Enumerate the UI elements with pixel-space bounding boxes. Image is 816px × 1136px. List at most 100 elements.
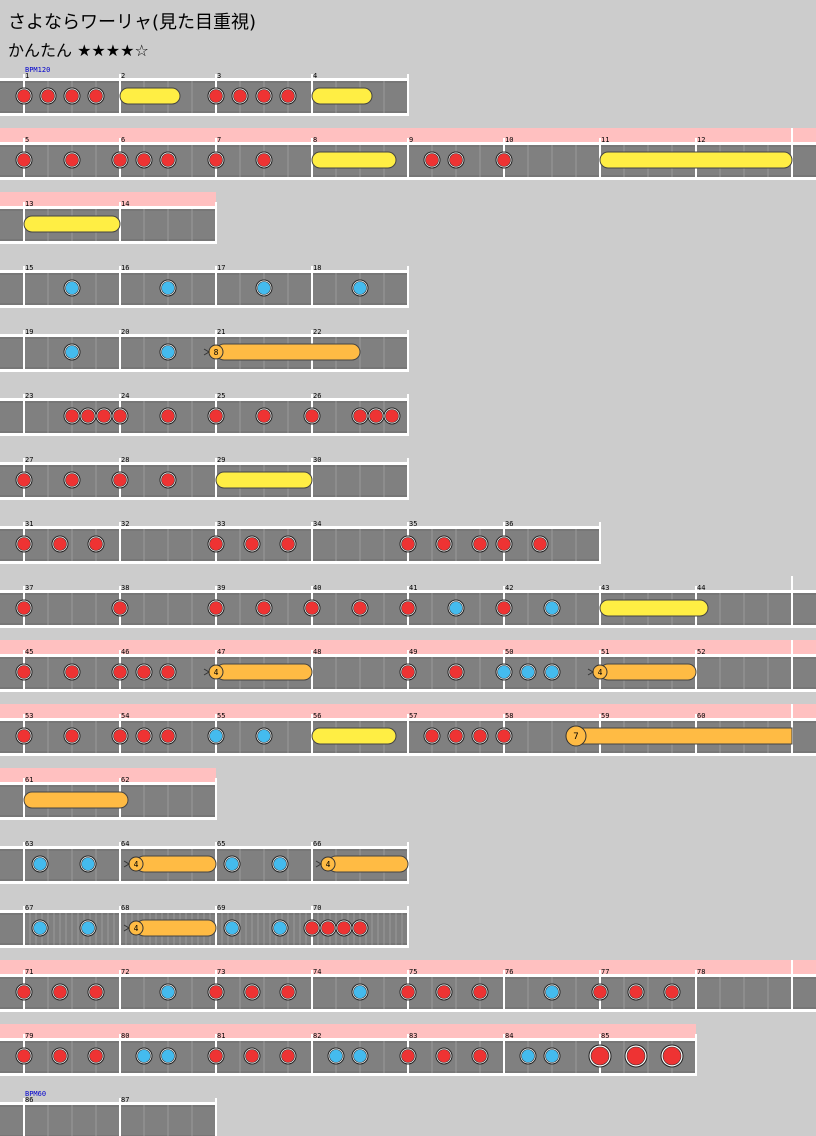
bar-number: 66 <box>313 840 321 848</box>
don-note-face <box>449 153 463 167</box>
don-note-face <box>401 985 415 999</box>
bar-number: 17 <box>217 264 225 272</box>
bar-number: 51 <box>601 648 609 656</box>
balloon-bar <box>599 663 697 681</box>
lane-top-border <box>0 846 408 849</box>
lane-bottom-border <box>0 433 408 436</box>
bar-number: 62 <box>121 776 129 784</box>
balloon-bar <box>215 343 361 361</box>
don-note-face <box>425 729 439 743</box>
bar-number: 76 <box>505 968 513 976</box>
lane-top-border <box>0 334 408 337</box>
bar-number: 75 <box>409 968 417 976</box>
don-note-face <box>353 409 367 423</box>
ka-note-face <box>137 1049 151 1063</box>
bar-number: 77 <box>601 968 609 976</box>
don-note-face <box>473 729 487 743</box>
drumroll-bar <box>311 727 397 745</box>
bar-number: 20 <box>121 328 129 336</box>
ka-note-face <box>521 1049 535 1063</box>
don-note-face <box>41 89 55 103</box>
don-note-face <box>437 985 451 999</box>
bar-number: 30 <box>313 456 321 464</box>
ka-note-face <box>449 601 463 615</box>
don-note-face <box>89 89 103 103</box>
don-note-face <box>209 89 223 103</box>
balloon-bar <box>327 855 409 873</box>
don-note-face <box>113 665 127 679</box>
don-note-face <box>161 729 175 743</box>
balloon-count: 4 <box>598 668 603 677</box>
bar-number: 60 <box>697 712 705 720</box>
ka-note-face <box>161 1049 175 1063</box>
ka-note-face <box>65 345 79 359</box>
bar-number: 78 <box>697 968 705 976</box>
lane-bottom-border <box>0 113 408 116</box>
don-note-face <box>209 1049 223 1063</box>
balloon-count: 4 <box>134 860 139 869</box>
bar-number: 44 <box>697 584 705 592</box>
bar-number: 54 <box>121 712 129 720</box>
don-note-face <box>65 409 79 423</box>
score-row-1 <box>0 74 409 116</box>
ka-note-face <box>353 985 367 999</box>
lane-bottom-border <box>0 1073 696 1076</box>
ka-note-face <box>33 857 47 871</box>
score-row-15 <box>0 960 816 1012</box>
score-row-9 <box>0 576 816 628</box>
lane-top-border <box>0 398 408 401</box>
balloon-bar <box>135 855 217 873</box>
ka-note-face <box>65 281 79 295</box>
don-note-face <box>113 473 127 487</box>
ka-note-face <box>353 1049 367 1063</box>
ka-note-face <box>545 665 559 679</box>
bar-number: 36 <box>505 520 513 528</box>
bar-number: 79 <box>25 1032 33 1040</box>
lane-top-border <box>0 910 408 913</box>
ka-note-face <box>329 1049 343 1063</box>
ka-note-face <box>209 729 223 743</box>
don-note-face <box>17 473 31 487</box>
lane-bottom-border <box>0 561 600 564</box>
don-note-face <box>473 1049 487 1063</box>
ka-note-face <box>161 281 175 295</box>
big-don-note-face <box>626 1046 646 1066</box>
bar-number: 87 <box>121 1096 129 1104</box>
don-note-face <box>65 729 79 743</box>
bar-number: 28 <box>121 456 129 464</box>
bar-number: 13 <box>25 200 33 208</box>
bar-number: 22 <box>313 328 321 336</box>
score-row-6 <box>0 394 409 436</box>
bar-number: 57 <box>409 712 417 720</box>
don-note-face <box>281 1049 295 1063</box>
bar-number: 32 <box>121 520 129 528</box>
bar-number: 67 <box>25 904 33 912</box>
balloon-bar <box>135 919 217 937</box>
note-lane-inner <box>0 1043 696 1071</box>
don-note-face <box>337 921 351 935</box>
score-row-3 <box>0 192 217 244</box>
bar-number: 41 <box>409 584 417 592</box>
bar-number: 68 <box>121 904 129 912</box>
don-note-face <box>89 985 103 999</box>
don-note-face <box>17 153 31 167</box>
bar-number: 27 <box>25 456 33 464</box>
don-note-face <box>281 985 295 999</box>
don-note-face <box>437 1049 451 1063</box>
bar-number: 10 <box>505 136 513 144</box>
don-note-face <box>497 153 511 167</box>
don-note-face <box>437 537 451 551</box>
course-level: かんたん ★★★★☆ <box>8 41 149 60</box>
big-don-note-face <box>590 1046 610 1066</box>
drumroll-bar <box>23 215 121 233</box>
don-note-face <box>161 665 175 679</box>
ka-note-face <box>257 281 271 295</box>
score-row-12 <box>0 768 217 820</box>
bar-number: 34 <box>313 520 321 528</box>
balloon-bar <box>575 727 793 745</box>
balloon-count: 4 <box>326 860 331 869</box>
score-row-11 <box>0 704 816 756</box>
ka-note-face <box>81 921 95 935</box>
bar-number: 1 <box>25 72 29 80</box>
bar-number: 21 <box>217 328 225 336</box>
